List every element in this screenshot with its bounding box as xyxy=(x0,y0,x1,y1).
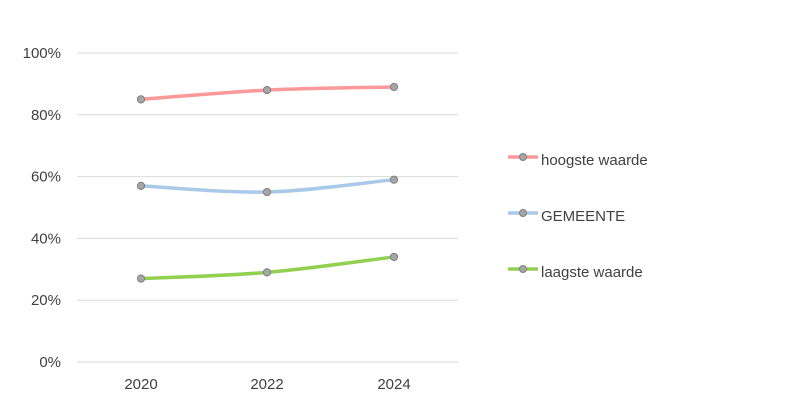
data-point xyxy=(136,95,146,104)
legend-marker xyxy=(519,153,527,161)
y-tick-label: 80% xyxy=(31,107,61,124)
x-tick-label: 2024 xyxy=(377,376,410,393)
y-tick-label: 0% xyxy=(39,354,61,371)
y-tick-label: 20% xyxy=(31,292,61,309)
data-point xyxy=(262,187,272,197)
y-tick-label: 100% xyxy=(23,45,61,62)
legend-marker xyxy=(519,265,527,273)
data-point xyxy=(136,274,146,283)
data-point xyxy=(389,252,399,262)
data-point xyxy=(262,85,272,95)
data-point xyxy=(262,268,272,277)
legend-key-gemeente xyxy=(508,209,538,217)
legend-key-hoogste-waarde xyxy=(508,153,538,161)
series-1 xyxy=(136,175,399,197)
data-point xyxy=(389,175,399,184)
legend-key-laagste-waarde xyxy=(508,265,538,273)
x-tick-label: 2020 xyxy=(124,376,157,393)
series-2 xyxy=(136,252,399,283)
legend-label-laagste-waarde: laagste waarde xyxy=(541,264,643,281)
legend-marker xyxy=(519,209,527,217)
legend-label-gemeente: GEMEENTE xyxy=(541,208,626,225)
legend-item-gemeente: GEMEENTE xyxy=(508,206,668,262)
chart-legend: hoogste waarde GEMEENTE laagste waarde xyxy=(508,150,668,318)
y-axis-tick-labels: 0% 20% 40% 60% 80% 100% xyxy=(23,45,61,371)
series-0 xyxy=(136,82,399,104)
x-axis-tick-labels: 2020 2022 2024 xyxy=(124,376,410,393)
series-lines xyxy=(136,82,399,283)
gridlines xyxy=(77,52,458,363)
data-point xyxy=(389,82,399,92)
x-tick-label: 2022 xyxy=(250,376,283,393)
y-tick-label: 60% xyxy=(31,169,61,186)
legend-item-laagste-waarde: laagste waarde xyxy=(508,262,668,318)
legend-item-hoogste-waarde: hoogste waarde xyxy=(508,150,668,206)
legend-label-hoogste-waarde: hoogste waarde xyxy=(541,152,648,169)
data-point xyxy=(136,181,146,190)
y-tick-label: 40% xyxy=(31,230,61,247)
